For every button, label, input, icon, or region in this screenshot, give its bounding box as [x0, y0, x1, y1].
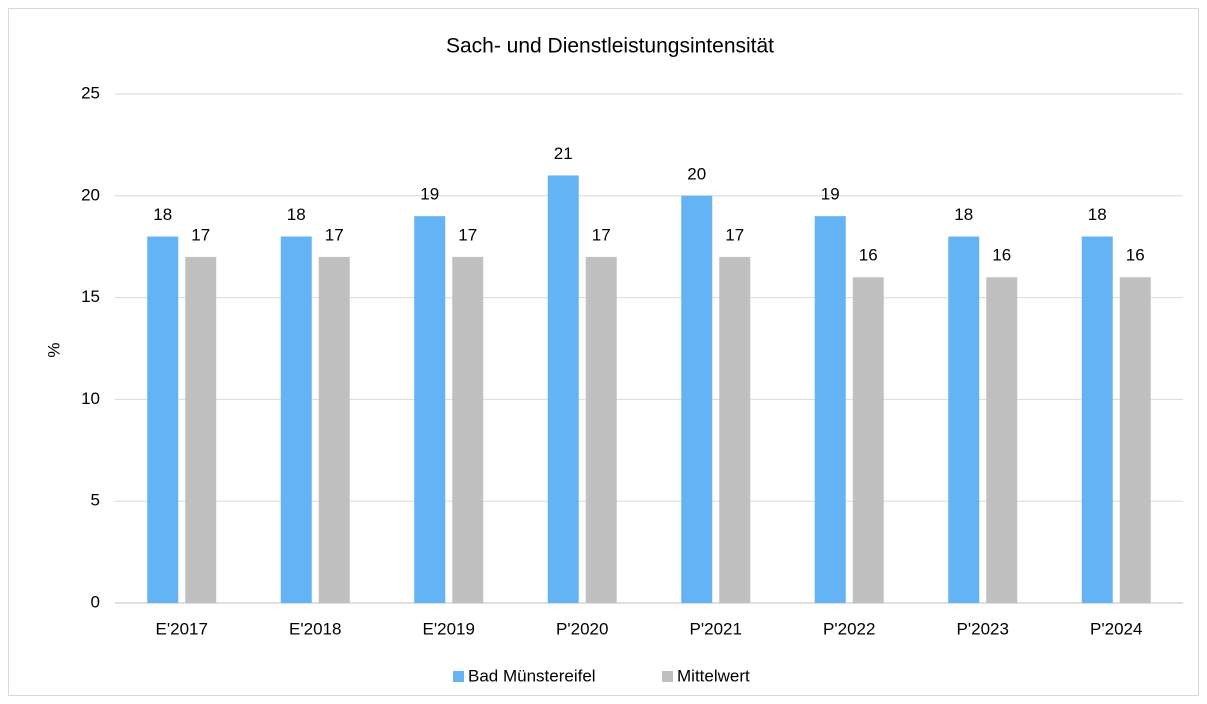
x-tick-label: P'2024: [1090, 619, 1142, 638]
bar: [318, 256, 350, 603]
data-label: 18: [153, 205, 172, 224]
bar: [719, 256, 751, 603]
legend-label: Bad Münstereifel: [468, 666, 596, 685]
data-label: 19: [821, 185, 840, 204]
bar: [547, 175, 579, 603]
data-label: 19: [420, 185, 439, 204]
data-label: 16: [992, 246, 1011, 265]
bar: [814, 216, 846, 603]
y-tick-label: 5: [91, 491, 100, 510]
x-tick-label: P'2022: [823, 619, 875, 638]
bar: [681, 195, 713, 604]
bar: [1081, 236, 1113, 603]
data-label: 17: [458, 225, 477, 244]
data-label: 17: [191, 225, 210, 244]
bar: [948, 236, 980, 603]
x-tick-label: P'2021: [690, 619, 742, 638]
data-label: 21: [554, 144, 573, 163]
legend-swatch: [662, 671, 673, 682]
bar: [414, 216, 446, 603]
data-label: 17: [325, 225, 344, 244]
y-tick-label: 15: [81, 287, 100, 306]
data-label: 18: [287, 205, 306, 224]
data-label: 17: [725, 225, 744, 244]
x-tick-label: P'2023: [957, 619, 1009, 638]
data-label: 16: [859, 246, 878, 265]
data-label: 18: [954, 205, 973, 224]
data-label: 16: [1126, 246, 1145, 265]
bar: [147, 236, 179, 603]
bar: [585, 256, 617, 603]
bar: [1119, 277, 1151, 603]
data-label: 17: [592, 225, 611, 244]
data-label: 18: [1088, 205, 1107, 224]
legend-swatch: [453, 671, 464, 682]
bar: [852, 277, 884, 603]
y-axis-label: %: [44, 342, 63, 357]
bar: [452, 256, 484, 603]
x-tick-label: E'2018: [289, 619, 341, 638]
bar: [185, 256, 217, 603]
data-label: 20: [687, 164, 706, 183]
y-tick-label: 25: [81, 83, 100, 102]
bar: [986, 277, 1018, 603]
x-tick-label: P'2020: [556, 619, 608, 638]
y-tick-label: 0: [91, 592, 100, 611]
x-tick-label: E'2017: [156, 619, 208, 638]
legend-label: Mittelwert: [677, 666, 750, 685]
chart-title: Sach- und Dienstleistungsintensität: [446, 35, 774, 58]
x-tick-label: E'2019: [423, 619, 475, 638]
y-tick-label: 20: [81, 185, 100, 204]
bar: [280, 236, 312, 603]
y-tick-label: 10: [81, 389, 100, 408]
